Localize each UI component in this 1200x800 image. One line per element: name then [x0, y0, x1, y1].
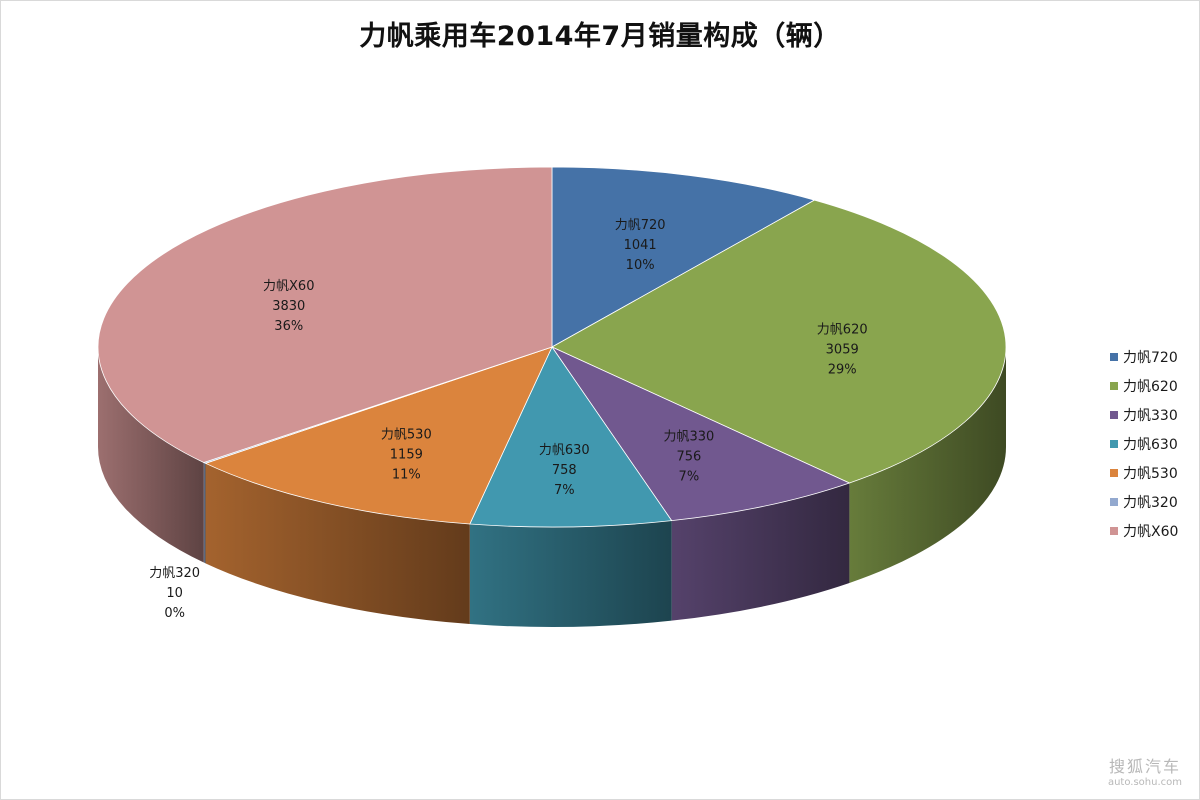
data-label-320: 力帆320 10 0%	[149, 566, 200, 621]
legend: 力帆720 力帆620 力帆330 力帆630 力帆530 力帆320 力帆X60	[1110, 342, 1178, 545]
data-label-name: 力帆630	[539, 443, 590, 458]
data-label-x60: 力帆X60 3830 36%	[263, 279, 314, 334]
data-label-name: 力帆720	[615, 218, 666, 233]
legend-item-620: 力帆620	[1110, 371, 1178, 400]
pie-slice-620	[551, 199, 1007, 484]
legend-label: 力帆330	[1123, 407, 1178, 424]
chart-title: 力帆乘用车2014年7月销量构成（辆）	[359, 21, 841, 52]
legend-label: 力帆X60	[1123, 523, 1179, 540]
legend-label: 力帆720	[1123, 349, 1178, 366]
data-label-name: 力帆530	[381, 428, 432, 443]
data-label-value: 3830	[272, 299, 305, 314]
legend-item-320: 力帆320	[1110, 487, 1178, 516]
data-label-value: 758	[552, 463, 577, 478]
watermark-url: auto.sohu.com	[1107, 777, 1182, 788]
data-label-value: 756	[676, 450, 701, 465]
pie-slice-530	[204, 346, 553, 525]
watermark-brand: 搜狐汽车	[1108, 757, 1181, 776]
pie-side-630	[469, 520, 672, 627]
legend-label: 力帆620	[1123, 378, 1178, 395]
pie-side-x60	[98, 347, 204, 563]
legend-label: 力帆320	[1123, 494, 1178, 511]
data-label-name: 力帆X60	[263, 279, 314, 294]
data-label-name: 力帆620	[817, 322, 868, 337]
pie-sides	[98, 347, 1006, 627]
legend-item-720: 力帆720	[1110, 342, 1178, 371]
legend-item-630: 力帆630	[1110, 429, 1178, 458]
watermark: 搜狐汽车 auto.sohu.com	[1108, 753, 1182, 788]
data-label-value: 10	[166, 586, 183, 601]
pie-slice-330	[550, 346, 851, 522]
pie-side-320	[203, 462, 206, 564]
pie-slice-720	[551, 166, 816, 348]
legend-swatch	[1110, 439, 1118, 448]
legend-swatch	[1110, 497, 1118, 506]
pie-side-530	[205, 463, 470, 625]
pie-slice-x60	[97, 166, 553, 463]
pie-side-620	[849, 347, 1006, 584]
legend-swatch	[1110, 526, 1118, 535]
data-label-name: 力帆330	[663, 430, 714, 445]
data-label-percent: 10%	[626, 258, 655, 273]
data-label-530: 力帆530 1159 11%	[381, 428, 432, 483]
legend-item-x60: 力帆X60	[1110, 516, 1178, 545]
legend-swatch	[1110, 468, 1118, 477]
pie-slice-630	[469, 346, 673, 528]
pie-side-330	[671, 483, 850, 621]
legend-label: 力帆530	[1123, 465, 1178, 482]
legend-item-330: 力帆330	[1110, 400, 1178, 429]
pie-tops	[97, 166, 1007, 528]
data-label-percent: 7%	[554, 483, 575, 498]
data-label-value: 1159	[390, 448, 423, 463]
data-label-percent: 29%	[828, 362, 857, 377]
data-label-percent: 7%	[679, 470, 700, 485]
data-label-percent: 36%	[274, 319, 303, 334]
data-label-percent: 0%	[164, 606, 185, 621]
data-label-330: 力帆330 756 7%	[663, 430, 714, 485]
data-label-name: 力帆320	[149, 566, 200, 581]
data-label-value: 3059	[826, 342, 859, 357]
legend-swatch	[1110, 410, 1118, 419]
legend-swatch	[1110, 381, 1118, 390]
legend-swatch	[1110, 352, 1118, 361]
pie-labels: 力帆720 1041 10% 力帆620 3059 29% 力帆330 756 7% 力帆630 7…	[149, 218, 867, 621]
data-label-630: 力帆630 758 7%	[539, 443, 590, 498]
legend-label: 力帆630	[1123, 436, 1178, 453]
data-label-percent: 11%	[392, 468, 421, 483]
data-label-620: 力帆620 3059 29%	[817, 322, 868, 377]
data-label-value: 1041	[624, 238, 657, 253]
data-label-720: 力帆720 1041 10%	[615, 218, 666, 273]
legend-item-530: 力帆530	[1110, 458, 1178, 487]
